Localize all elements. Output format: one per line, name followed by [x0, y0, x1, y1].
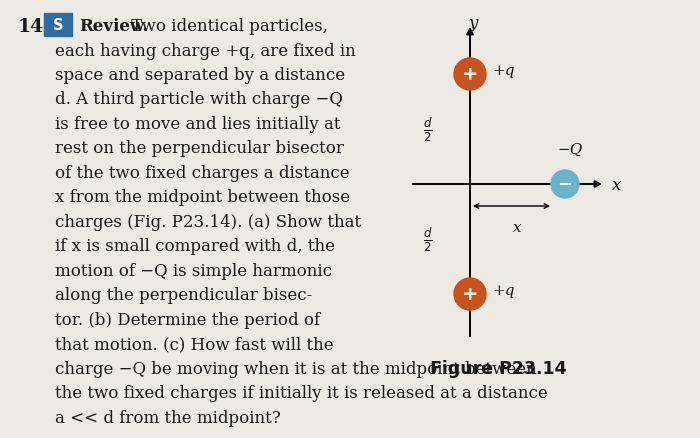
Text: if x is small compared with d, the: if x is small compared with d, the	[55, 238, 335, 255]
Text: rest on the perpendicular bisector: rest on the perpendicular bisector	[55, 140, 344, 157]
Text: S: S	[48, 18, 69, 33]
Circle shape	[454, 59, 486, 91]
Text: $\frac{d}{2}$: $\frac{d}{2}$	[424, 116, 433, 144]
Text: charges (Fig. P23.14). (a) Show that: charges (Fig. P23.14). (a) Show that	[55, 213, 361, 230]
Text: −Q: −Q	[557, 143, 582, 157]
Circle shape	[551, 171, 579, 198]
Text: +: +	[462, 285, 478, 304]
Text: along the perpendicular bisec-: along the perpendicular bisec-	[55, 287, 312, 304]
Text: tor. (b) Determine the period of: tor. (b) Determine the period of	[55, 311, 320, 328]
Text: x: x	[513, 220, 522, 234]
Text: $\frac{d}{2}$: $\frac{d}{2}$	[424, 225, 433, 254]
Circle shape	[454, 279, 486, 310]
Text: d. A third particle with charge −Q: d. A third particle with charge −Q	[55, 91, 343, 108]
Text: 14.: 14.	[18, 18, 50, 36]
Text: of the two fixed charges a distance: of the two fixed charges a distance	[55, 165, 349, 182]
Text: charge −Q be moving when it is at the midpoint between: charge −Q be moving when it is at the mi…	[55, 360, 537, 377]
Text: +: +	[462, 65, 478, 84]
Text: y: y	[468, 15, 477, 32]
Text: Two identical particles,: Two identical particles,	[126, 18, 328, 35]
Text: −: −	[557, 176, 573, 194]
Text: each having charge +q, are fixed in: each having charge +q, are fixed in	[55, 42, 356, 60]
Text: x from the midpoint between those: x from the midpoint between those	[55, 189, 350, 206]
Text: that motion. (c) How fast will the: that motion. (c) How fast will the	[55, 336, 334, 353]
Text: +q: +q	[492, 283, 514, 297]
Text: Review.: Review.	[79, 18, 148, 35]
Text: a << d from the midpoint?: a << d from the midpoint?	[55, 409, 281, 426]
Text: is free to move and lies initially at: is free to move and lies initially at	[55, 116, 340, 133]
Text: +q: +q	[492, 64, 514, 78]
Text: x: x	[612, 177, 622, 194]
Text: space and separated by a distance: space and separated by a distance	[55, 67, 345, 84]
Text: motion of −Q is simple harmonic: motion of −Q is simple harmonic	[55, 262, 332, 279]
Text: Figure P23.14: Figure P23.14	[430, 359, 566, 377]
Text: the two fixed charges if initially it is released at a distance: the two fixed charges if initially it is…	[55, 385, 547, 402]
